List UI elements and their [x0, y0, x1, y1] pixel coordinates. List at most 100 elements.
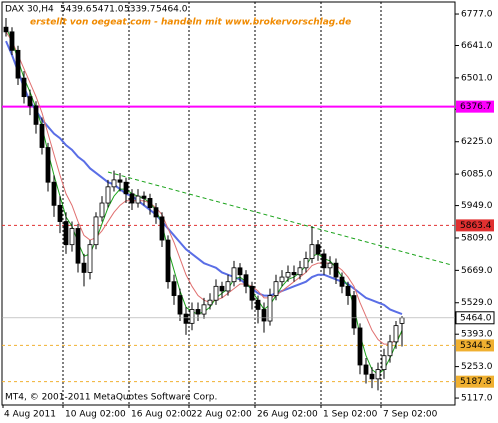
x-tick-label: 10 Aug 02:00 — [65, 410, 126, 420]
candle-body — [297, 267, 303, 276]
candle-body — [81, 262, 87, 273]
y-tick-label: 6085.0 — [461, 170, 493, 180]
candle-body — [273, 281, 279, 296]
y-tick-label: 6501.0 — [461, 73, 493, 83]
ohlc-high: 5471.0 — [92, 5, 124, 15]
trendline — [107, 171, 452, 266]
ohlc-low: 5339.7 — [124, 5, 156, 15]
candle-body — [117, 179, 123, 183]
candle-body — [387, 341, 393, 357]
level-tag — [456, 375, 494, 388]
level-label: 6376.7 — [460, 102, 492, 112]
subtitle: erstellt von oegeat.com - handeln mit ww… — [30, 18, 351, 28]
candle-body — [9, 31, 15, 51]
candle-body — [51, 181, 57, 206]
y-tick-label: 5529.0 — [461, 298, 493, 308]
candle-body — [105, 186, 111, 204]
y-tick-label: 5669.0 — [461, 266, 493, 276]
candle-body — [381, 355, 387, 371]
candle-body — [147, 198, 153, 209]
candle-body — [123, 181, 129, 195]
candle-body — [69, 228, 75, 246]
candle-body — [21, 77, 27, 98]
x-tick-label: 1 Sep 02:00 — [323, 410, 378, 420]
x-tick-label: 26 Aug 02:00 — [257, 410, 318, 420]
candle-body — [249, 285, 255, 301]
candle-body — [369, 373, 375, 380]
candle-body — [237, 267, 243, 276]
level-tag — [456, 219, 494, 232]
y-tick-label: 5393.0 — [461, 330, 493, 340]
candle-body — [111, 179, 117, 188]
x-tick-label: 16 Aug 02:00 — [131, 410, 192, 420]
level-tag — [456, 100, 494, 113]
candle-body — [321, 253, 327, 269]
candle-body — [243, 274, 249, 287]
candle-body — [339, 276, 345, 287]
footer: MT4, © 2001-2011 MetaQuotes Software Cor… — [5, 393, 217, 403]
candle-body — [285, 272, 291, 278]
candle-body — [357, 327, 363, 366]
candle-body — [393, 325, 399, 343]
candle-body — [159, 216, 165, 241]
candle-body — [333, 262, 339, 278]
candle-body — [261, 309, 267, 322]
symbol: DAX 30,H4 — [5, 5, 54, 15]
candle-body — [183, 313, 189, 324]
candle-body — [303, 258, 309, 269]
level-label: 5187.8 — [460, 377, 492, 387]
price-label: 5464.0 — [460, 313, 492, 323]
candle-body — [177, 295, 183, 315]
candle-body — [3, 26, 9, 33]
candle-body — [141, 195, 147, 199]
candle-body — [207, 299, 213, 306]
candle-body — [309, 244, 315, 259]
candle-body — [345, 285, 351, 296]
plot: 6777.06641.06501.06365.06225.06085.05949… — [2, 2, 495, 420]
candle-body — [213, 285, 219, 301]
candle-body — [351, 295, 357, 329]
x-tick-label: 22 Aug 02:00 — [191, 410, 252, 420]
level-tag — [456, 339, 494, 352]
candle-body — [87, 244, 93, 273]
y-tick-label: 6641.0 — [461, 41, 493, 51]
level-label: 5344.5 — [460, 341, 492, 351]
y-tick-label: 6225.0 — [461, 137, 493, 147]
candle-body — [75, 228, 81, 264]
candle-body — [189, 309, 195, 324]
candle-body — [165, 239, 171, 283]
candle-body — [99, 202, 105, 218]
level-label: 5863.4 — [460, 221, 492, 231]
candle-body — [231, 267, 237, 283]
candle-body — [195, 309, 201, 315]
candle-body — [225, 281, 231, 292]
candle-body — [135, 195, 141, 204]
candle-body — [279, 276, 285, 283]
y-tick-label: 6777.0 — [461, 10, 493, 20]
candle-body — [63, 221, 69, 246]
candle-body — [33, 105, 39, 125]
candle-body — [129, 193, 135, 204]
x-tick-label: 4 Aug 2011 — [4, 410, 56, 420]
candle-body — [255, 299, 261, 310]
plot-frame — [1, 1, 456, 406]
candle-body — [171, 281, 177, 296]
candle-body — [363, 364, 369, 375]
ohlc-open: 5439.6 — [60, 5, 92, 15]
candle-body — [315, 244, 321, 255]
candle-body — [201, 304, 207, 315]
y-tick-label: 5253.0 — [461, 362, 493, 372]
y-tick-label: 5809.0 — [461, 233, 493, 243]
candle-body — [267, 295, 273, 322]
candle-body — [15, 49, 21, 79]
ohlc-close: 5464.0 — [156, 5, 188, 15]
candle-body — [399, 317, 405, 324]
y-tick-label: 5117.0 — [461, 394, 493, 404]
candle-body — [375, 369, 381, 380]
candle-body — [153, 207, 159, 218]
candle-body — [219, 285, 225, 292]
candle-body — [327, 262, 333, 269]
candle-body — [93, 216, 99, 246]
